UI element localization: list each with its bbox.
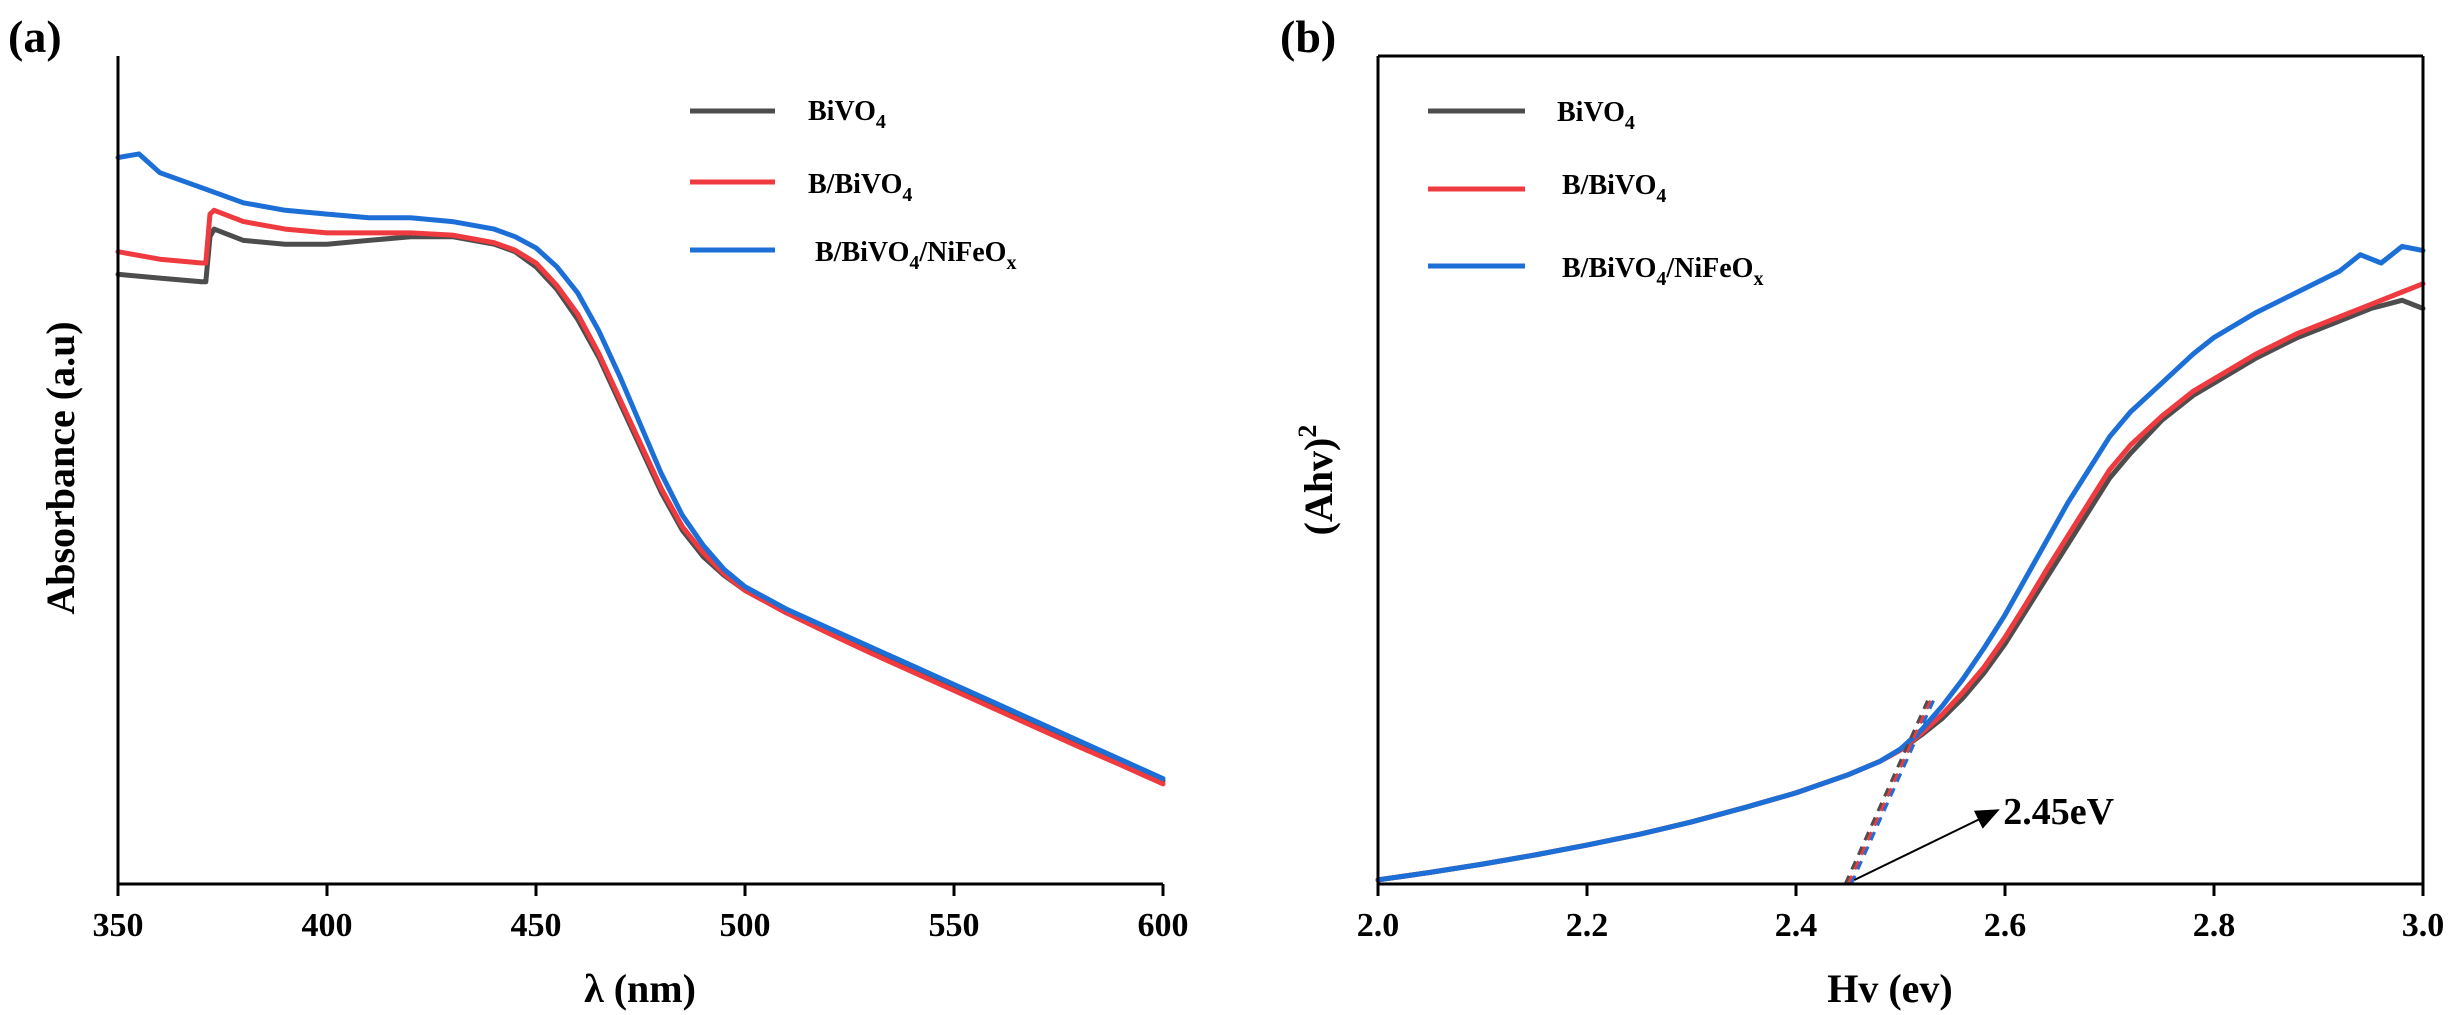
- panel-b: (b) 2.45eV 2.0 2.2 2.4 2.6 2.8 3.0 Hv (ev) (A…: [1280, 11, 2444, 1011]
- x-tick-label: 2.0: [1357, 907, 1400, 944]
- x-tick-label: 2.2: [1566, 907, 1609, 944]
- legend-item-b-bivo4-nifeox: B/BiVO4/NiFeOx: [690, 237, 1016, 274]
- x-tick-label: 550: [929, 907, 980, 944]
- series-line-bivo4: [1375, 297, 2426, 883]
- panel-a-x-title: λ (nm): [584, 966, 696, 1011]
- series-line-b-bivo4-nifeox: [1375, 243, 2426, 883]
- legend-label-b-bivo4: B/BiVO4: [1562, 170, 1666, 207]
- panel-b-legend: BiVO4 B/BiVO4 B/BiVO4/NiFeOx: [1428, 97, 1763, 290]
- panel-b-x-title: Hv (ev): [1827, 966, 1953, 1011]
- panel-b-annotation: 2.45eV: [1843, 697, 2115, 885]
- tangent-line: [1843, 697, 1931, 885]
- panel-b-x-ticks: 2.0 2.2 2.4 2.6 2.8 3.0: [1357, 884, 2445, 944]
- x-tick-label: 2.8: [2193, 907, 2236, 944]
- x-tick-label: 2.6: [1984, 907, 2027, 944]
- panel-a-series: [115, 151, 1166, 787]
- x-tick-label: 350: [93, 907, 144, 944]
- x-tick-label: 500: [720, 907, 771, 944]
- x-tick-label: 3.0: [2402, 907, 2445, 944]
- series-line-b-bivo4: [115, 207, 1166, 787]
- tangent-line: [1846, 697, 1934, 885]
- x-tick-label: 600: [1138, 907, 1189, 944]
- annotation-label: 2.45eV: [2003, 791, 2114, 833]
- panel-b-series: [1375, 243, 2426, 883]
- series-line-b-bivo4: [1375, 281, 2426, 883]
- legend-label-b-bivo4-nifeox: B/BiVO4/NiFeOx: [815, 237, 1016, 274]
- panel-b-label: (b): [1280, 11, 1336, 62]
- panel-a-legend: BiVO4 B/BiVO4 B/BiVO4/NiFeOx: [690, 96, 1016, 274]
- legend-label-bivo4: BiVO4: [808, 96, 886, 133]
- legend-item-bivo4: BiVO4: [1428, 97, 1635, 134]
- legend-label-b-bivo4: B/BiVO4: [808, 169, 912, 206]
- panel-a-label: (a): [8, 11, 62, 62]
- legend-item-b-bivo4-nifeox: B/BiVO4/NiFeOx: [1428, 253, 1763, 290]
- legend-item-b-bivo4: B/BiVO4: [690, 169, 912, 206]
- legend-item-bivo4: BiVO4: [690, 96, 886, 133]
- series-line-b-bivo4-nifeox: [115, 151, 1166, 782]
- panel-a-y-title: Absorbance (a.u): [38, 321, 83, 614]
- legend-item-b-bivo4: B/BiVO4: [1428, 170, 1666, 207]
- panel-b-y-title: (Ahv)2: [1293, 425, 1341, 536]
- legend-label-bivo4: BiVO4: [1557, 97, 1635, 134]
- panel-a: (a) 350 400 450 500 550 600 λ (nm) Absorbance…: [8, 11, 1189, 1011]
- legend-label-b-bivo4-nifeox: B/BiVO4/NiFeOx: [1562, 253, 1763, 290]
- x-tick-label: 2.4: [1775, 907, 1818, 944]
- x-tick-label: 400: [302, 907, 353, 944]
- tangent-line: [1849, 697, 1937, 885]
- panel-a-x-ticks: 350 400 450 500 550 600: [93, 884, 1189, 944]
- x-tick-label: 450: [511, 907, 562, 944]
- annotation-arrow: [1853, 809, 2000, 881]
- series-line-bivo4: [115, 226, 1166, 784]
